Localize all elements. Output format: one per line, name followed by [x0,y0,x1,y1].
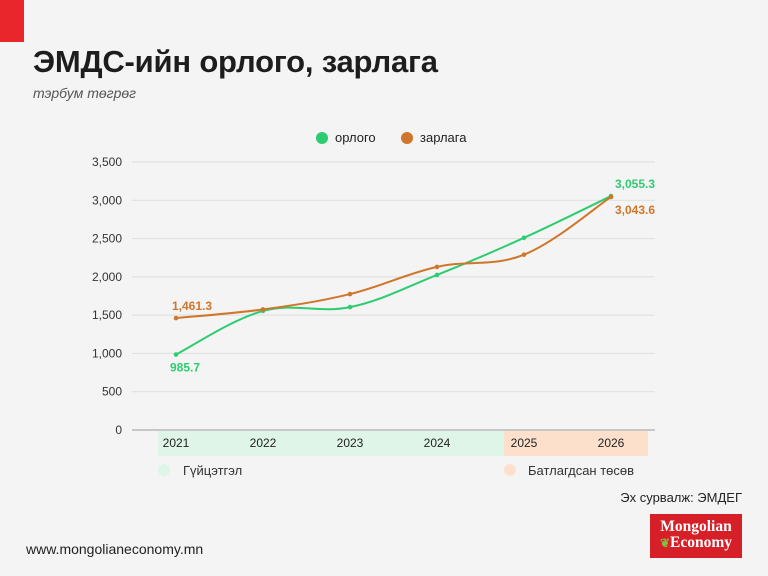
series-point-0-3 [434,272,440,278]
period-band-0 [158,431,504,456]
series-point-1-3 [434,264,440,270]
series-point-1-1 [260,307,266,312]
y-tick-label: 2,500 [92,232,122,246]
page-title: ЭМДС-ийн орлого, зарлага [33,44,438,79]
series-point-0-0 [173,352,179,357]
x-tick-label: 2026 [598,436,625,450]
series-point-1-5 [608,194,614,200]
x-tick-label: 2024 [424,436,451,450]
y-tick-label: 500 [102,385,122,399]
x-tick-label: 2025 [511,436,538,450]
y-tick-label: 2,000 [92,270,122,284]
legend-label-0: орлого [335,130,376,145]
data-label: 1,461.3 [172,299,212,313]
period-label-1: Батлагдсан төсөв [528,463,634,478]
y-tick-label: 1,500 [92,308,122,322]
logo-line2: ❦Economy [659,533,733,551]
data-label: 3,043.6 [615,203,655,217]
series-point-0-2 [347,304,353,310]
x-tick-label: 2022 [250,436,277,450]
mongolian-economy-logo: Mongolian ❦Economy [650,514,742,558]
legend-label-1: зарлага [420,130,467,145]
logo-line1: Mongolian [660,518,732,535]
page-subtitle: тэрбум төгрөг [33,85,137,101]
y-tick-label: 1,000 [92,346,122,360]
source-note: Эх сурвалж: ЭМДЕГ [620,490,742,505]
leaf-icon: ❦ [659,535,671,550]
series-point-1-2 [347,291,353,297]
legend-marker-1 [401,132,413,144]
legend-marker-0 [316,132,328,144]
y-tick-label: 0 [115,423,122,437]
website-link[interactable]: www.mongolianeconomy.mn [26,541,204,557]
corner-accent [0,0,24,42]
y-tick-label: 3,000 [92,193,122,207]
series-point-1-4 [521,252,527,257]
data-label: 3,055.3 [615,177,655,191]
series-line-1 [175,196,612,320]
data-label: 985.7 [170,361,200,375]
period-marker-0 [158,464,170,476]
period-marker-1 [504,464,516,476]
x-tick-label: 2021 [163,436,190,450]
series-point-1-0 [173,315,179,321]
period-label-0: Гүйцэтгэл [183,463,242,478]
x-tick-label: 2023 [337,436,364,450]
y-tick-label: 3,500 [92,155,122,169]
series-line-0 [175,195,612,356]
series-point-0-4 [521,235,527,241]
period-band-1 [504,431,648,456]
